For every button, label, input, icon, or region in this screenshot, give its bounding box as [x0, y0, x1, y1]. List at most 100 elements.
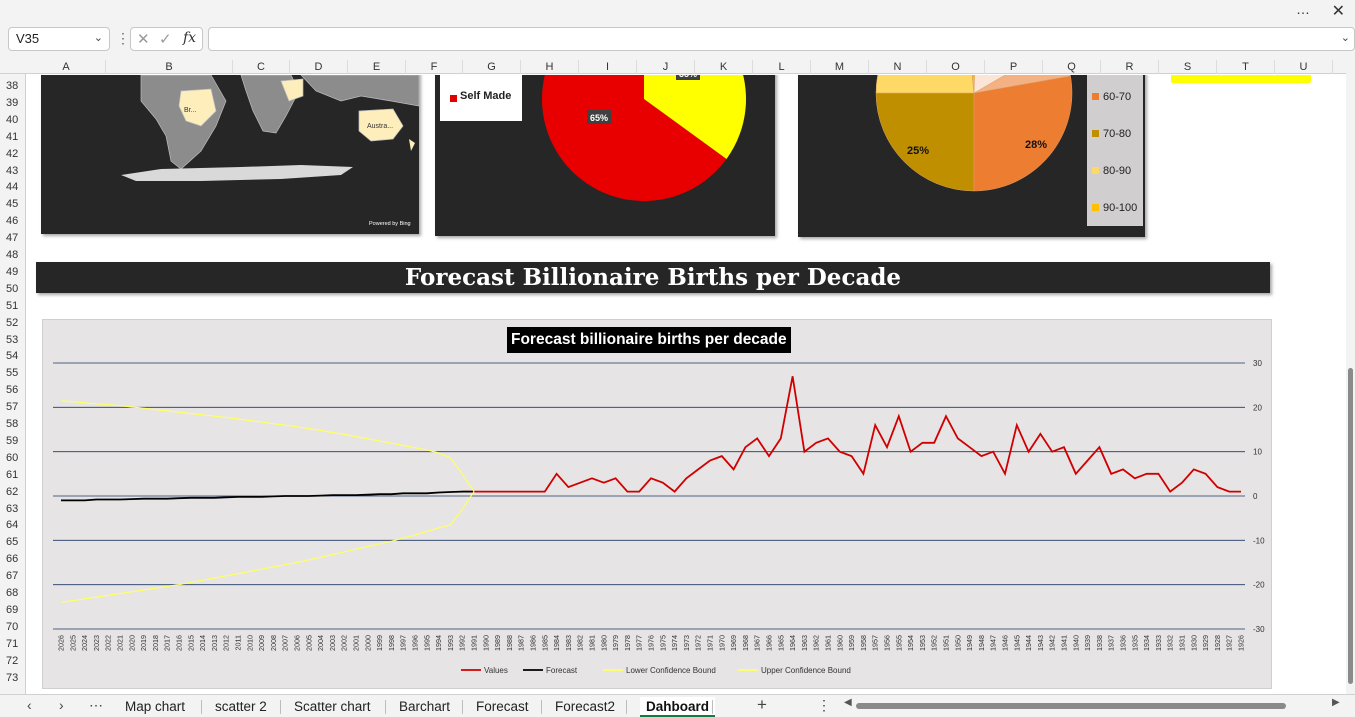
column-header-a[interactable]: A	[27, 60, 106, 74]
row-header-45[interactable]: 45	[6, 198, 19, 211]
add-sheet-icon[interactable]: +	[757, 695, 767, 714]
column-header-l[interactable]: L	[753, 60, 811, 74]
x-tick-label: 2016	[175, 635, 184, 651]
prev-sheet-icon[interactable]: ‹	[27, 697, 32, 713]
more-options-icon[interactable]: …	[1296, 1, 1311, 17]
column-header-g[interactable]: G	[463, 60, 521, 74]
tab-options-icon[interactable]: ⋮	[817, 697, 831, 713]
chevron-down-icon[interactable]: ⌄	[93, 32, 103, 44]
more-sheets-icon[interactable]: ⋯	[89, 697, 103, 713]
row-header-38[interactable]: 38	[6, 80, 19, 92]
scroll-right-icon[interactable]: ▶	[1332, 697, 1340, 708]
self-made-pie-chart[interactable]: Self Made 65% 35%	[435, 75, 775, 236]
scroll-thumb[interactable]	[856, 703, 1286, 709]
row-header-69[interactable]: 69	[6, 603, 19, 616]
column-header-u[interactable]: U	[1275, 60, 1333, 74]
scroll-thumb[interactable]	[1348, 368, 1353, 684]
function-icon[interactable]: fx	[183, 30, 197, 46]
sheet-tab-scatter-chart[interactable]: Scatter chart	[294, 699, 371, 714]
sheet-tab-scatter-2[interactable]: scatter 2	[215, 699, 267, 714]
column-header-k[interactable]: K	[695, 60, 753, 74]
close-icon[interactable]: ✕	[1331, 3, 1345, 20]
row-header-64[interactable]: 64	[6, 519, 19, 532]
row-header-70[interactable]: 70	[6, 620, 19, 633]
x-tick-label: 2014	[198, 635, 207, 651]
row-header-42[interactable]: 42	[6, 147, 19, 160]
column-header-p[interactable]: P	[985, 60, 1043, 74]
sheet-tab-forecast[interactable]: Forecast	[476, 699, 529, 714]
row-header-56[interactable]: 56	[6, 384, 19, 397]
cancel-icon[interactable]: ✕	[137, 31, 150, 48]
expand-formula-icon[interactable]: ⌄	[1340, 32, 1350, 44]
column-header-h[interactable]: H	[521, 60, 579, 74]
yellow-shape[interactable]	[1171, 75, 1311, 83]
map-chart[interactable]: Br... Austra... Powered by Bing	[41, 75, 420, 234]
column-header-r[interactable]: R	[1101, 60, 1159, 74]
row-header-60[interactable]: 60	[6, 451, 19, 464]
x-tick-label: 1941	[1060, 635, 1069, 651]
y-tick-label: 20	[1253, 403, 1262, 412]
sheet-tab-barchart[interactable]: Barchart	[399, 699, 451, 714]
row-header-57[interactable]: 57	[6, 401, 19, 414]
column-header-c[interactable]: C	[233, 60, 290, 74]
scroll-left-icon[interactable]: ◀	[844, 697, 852, 708]
row-header-52[interactable]: 52	[6, 316, 19, 329]
row-header-73[interactable]: 73	[6, 671, 19, 684]
sheet-tab-dahboard[interactable]: Dahboard	[640, 697, 716, 717]
pie2-slice	[875, 92, 975, 192]
column-header-q[interactable]: Q	[1043, 60, 1101, 74]
row-header-40[interactable]: 40	[6, 113, 19, 126]
formula-input[interactable]: ⌄	[208, 27, 1355, 51]
row-header-61[interactable]: 61	[6, 468, 19, 481]
name-box[interactable]: V35 ⌄	[8, 27, 110, 51]
column-header-m[interactable]: M	[811, 60, 869, 74]
enter-icon[interactable]: ✓	[159, 31, 172, 48]
column-header-j[interactable]: J	[637, 60, 695, 74]
row-header-47[interactable]: 47	[6, 232, 19, 245]
worksheet[interactable]: Br... Austra... Powered by Bing Self Mad…	[27, 75, 1346, 693]
column-header-d[interactable]: D	[290, 60, 348, 74]
row-header-43[interactable]: 43	[6, 164, 19, 177]
horizontal-scrollbar[interactable]: ◀ ▶	[844, 697, 1342, 712]
x-tick-label: 1948	[977, 635, 986, 651]
row-header-58[interactable]: 58	[6, 418, 19, 430]
sheet-tab-forecast2[interactable]: Forecast2	[555, 699, 616, 714]
vertical-scrollbar[interactable]	[1346, 60, 1355, 694]
row-header-72[interactable]: 72	[6, 654, 19, 667]
row-header-44[interactable]: 44	[6, 181, 19, 194]
row-header-53[interactable]: 53	[6, 333, 19, 346]
row-header-65[interactable]: 65	[6, 536, 19, 549]
column-header-i[interactable]: I	[579, 60, 637, 74]
row-header-46[interactable]: 46	[6, 215, 19, 228]
row-header-50[interactable]: 50	[6, 282, 19, 295]
row-header-62[interactable]: 62	[6, 485, 19, 498]
title-bar: … ✕	[0, 0, 1355, 24]
column-header-f[interactable]: F	[406, 60, 463, 74]
row-header-71[interactable]: 71	[6, 637, 19, 650]
column-header-s[interactable]: S	[1159, 60, 1217, 74]
row-header-41[interactable]: 41	[6, 130, 19, 143]
row-header-66[interactable]: 66	[6, 553, 19, 566]
x-tick-label: 1934	[1142, 635, 1151, 651]
sheet-tab-map-chart[interactable]: Map chart	[125, 699, 186, 714]
column-header-t[interactable]: T	[1217, 60, 1275, 74]
row-header-51[interactable]: 51	[6, 299, 19, 312]
formula-bar-grip-icon[interactable]: ⋮	[116, 30, 130, 46]
row-header-55[interactable]: 55	[6, 367, 19, 380]
row-header-48[interactable]: 48	[6, 249, 19, 261]
column-header-b[interactable]: B	[106, 60, 233, 74]
row-header-54[interactable]: 54	[6, 350, 19, 363]
row-header-59[interactable]: 59	[6, 434, 19, 447]
row-header-49[interactable]: 49	[6, 265, 19, 278]
row-header-68[interactable]: 68	[6, 587, 19, 599]
age-pie-chart[interactable]: 25% 28% 60-70 70-80 80-90 90-100	[798, 75, 1145, 237]
column-header-e[interactable]: E	[348, 60, 406, 74]
next-sheet-icon[interactable]: ›	[59, 697, 64, 713]
forecast-chart[interactable]: Forecast billionaire births per decade 3…	[42, 319, 1272, 689]
row-header-39[interactable]: 39	[6, 96, 19, 109]
row-header-67[interactable]: 67	[6, 570, 19, 583]
column-header-o[interactable]: O	[927, 60, 985, 74]
row-header-63[interactable]: 63	[6, 502, 19, 515]
x-tick-label: 1968	[741, 635, 750, 651]
column-header-n[interactable]: N	[869, 60, 927, 74]
